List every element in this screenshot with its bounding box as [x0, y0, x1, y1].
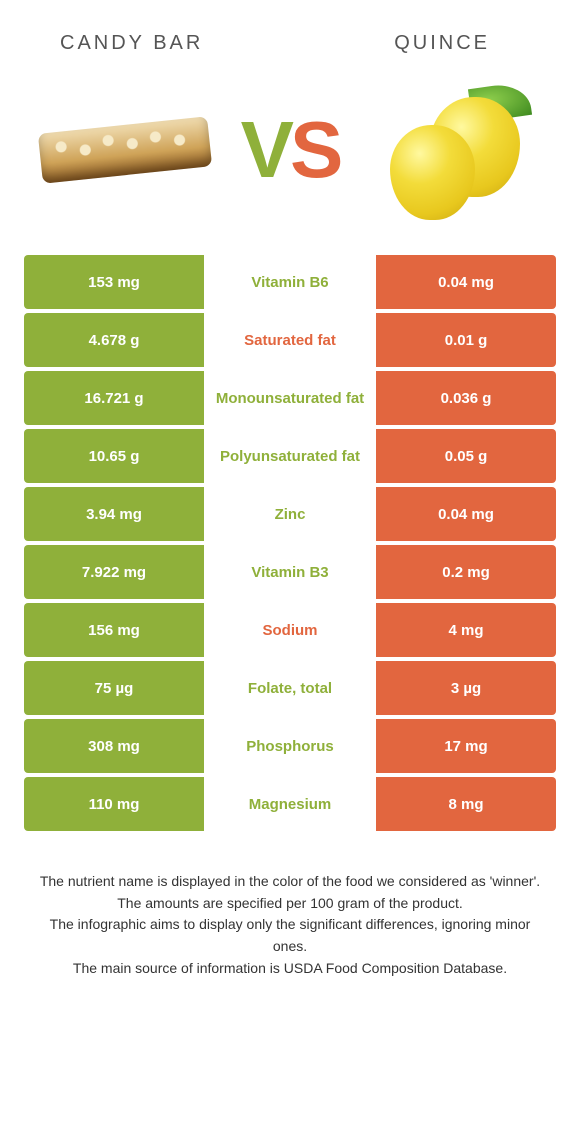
table-row: 4.678 gSaturated fat0.01 g: [24, 313, 556, 367]
title-row: CANDY BAR QUINCE: [0, 0, 580, 55]
right-value: 4 mg: [376, 603, 556, 657]
nutrient-label: Vitamin B3: [204, 545, 376, 599]
table-row: 7.922 mgVitamin B30.2 mg: [24, 545, 556, 599]
footer-line: The amounts are specified per 100 gram o…: [34, 893, 546, 915]
right-value: 0.04 mg: [376, 255, 556, 309]
table-row: 308 mgPhosphorus17 mg: [24, 719, 556, 773]
nutrient-label: Phosphorus: [204, 719, 376, 773]
right-value: 0.04 mg: [376, 487, 556, 541]
left-value: 7.922 mg: [24, 545, 204, 599]
right-value: 0.2 mg: [376, 545, 556, 599]
vs-label: VS: [241, 110, 340, 190]
table-row: 153 mgVitamin B60.04 mg: [24, 255, 556, 309]
vs-v: V: [241, 105, 290, 194]
left-value: 10.65 g: [24, 429, 204, 483]
left-food-image: [40, 85, 210, 215]
left-value: 308 mg: [24, 719, 204, 773]
footer-line: The nutrient name is displayed in the co…: [34, 871, 546, 893]
nutrient-label: Saturated fat: [204, 313, 376, 367]
right-value: 0.05 g: [376, 429, 556, 483]
right-food-title: QUINCE: [394, 32, 490, 55]
nutrient-label: Magnesium: [204, 777, 376, 831]
footer-notes: The nutrient name is displayed in the co…: [34, 871, 546, 979]
candy-bar-icon: [38, 116, 212, 183]
table-row: 3.94 mgZinc0.04 mg: [24, 487, 556, 541]
left-value: 16.721 g: [24, 371, 204, 425]
left-value: 75 µg: [24, 661, 204, 715]
left-value: 3.94 mg: [24, 487, 204, 541]
left-value: 4.678 g: [24, 313, 204, 367]
left-food-title: CANDY BAR: [60, 32, 203, 55]
nutrient-label: Vitamin B6: [204, 255, 376, 309]
vs-s: S: [290, 105, 339, 194]
right-value: 8 mg: [376, 777, 556, 831]
right-value: 0.01 g: [376, 313, 556, 367]
infographic-page: CANDY BAR QUINCE VS 153 mgVitamin B60.04…: [0, 0, 580, 1144]
table-row: 110 mgMagnesium8 mg: [24, 777, 556, 831]
table-row: 16.721 gMonounsaturated fat0.036 g: [24, 371, 556, 425]
nutrient-label: Zinc: [204, 487, 376, 541]
nutrient-label: Sodium: [204, 603, 376, 657]
quince-icon: [380, 85, 530, 215]
right-value: 0.036 g: [376, 371, 556, 425]
footer-line: The main source of information is USDA F…: [34, 958, 546, 980]
table-row: 10.65 gPolyunsaturated fat0.05 g: [24, 429, 556, 483]
right-value: 17 mg: [376, 719, 556, 773]
comparison-table: 153 mgVitamin B60.04 mg4.678 gSaturated …: [24, 255, 556, 831]
table-row: 156 mgSodium4 mg: [24, 603, 556, 657]
nutrient-label: Monounsaturated fat: [204, 371, 376, 425]
left-value: 110 mg: [24, 777, 204, 831]
left-value: 156 mg: [24, 603, 204, 657]
footer-line: The infographic aims to display only the…: [34, 914, 546, 957]
nutrient-label: Folate, total: [204, 661, 376, 715]
right-food-image: [370, 85, 540, 215]
hero-row: VS: [0, 55, 580, 235]
left-value: 153 mg: [24, 255, 204, 309]
table-row: 75 µgFolate, total3 µg: [24, 661, 556, 715]
right-value: 3 µg: [376, 661, 556, 715]
nutrient-label: Polyunsaturated fat: [204, 429, 376, 483]
